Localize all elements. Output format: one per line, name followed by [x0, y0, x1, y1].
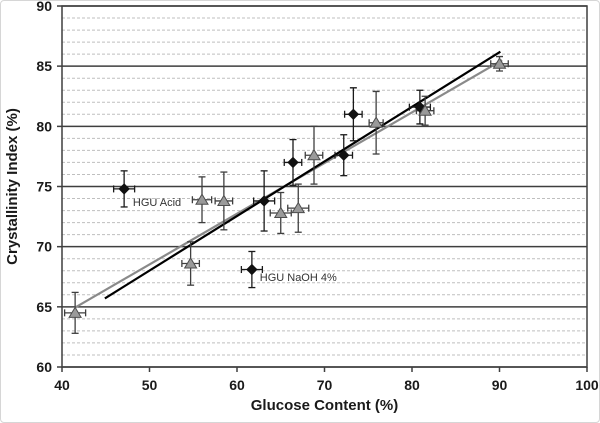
black-trend-line [104, 50, 501, 300]
annotation-label: HGU Acid [133, 197, 181, 209]
x-tick-label: 50 [142, 377, 158, 393]
data-point-triangle [418, 104, 433, 116]
data-point-diamond [246, 263, 258, 276]
data-point-triangle [307, 148, 321, 161]
y-tick-label: 85 [36, 58, 52, 74]
data-point-triangle [183, 257, 198, 269]
x-tick-label: 70 [317, 377, 333, 393]
data-point-triangle [291, 201, 306, 214]
data-point-diamond [338, 149, 350, 161]
data-point-diamond [347, 108, 360, 121]
data-point-diamond [287, 156, 299, 169]
data-point-diamond [258, 195, 270, 207]
x-axis-title: Glucose Content (%) [251, 397, 399, 414]
data-point-triangle [216, 194, 231, 206]
annotation-label: HGU NaOH 4% [260, 272, 337, 284]
x-tick-label: 90 [492, 377, 508, 393]
data-point-triangle [273, 206, 288, 218]
y-axis-title: Crystallinity Index (%) [4, 108, 21, 265]
data-point-triangle [369, 116, 384, 128]
data-point-diamond [118, 183, 130, 195]
x-tick-label: 80 [404, 377, 420, 393]
data-point-triangle [492, 57, 507, 69]
x-tick-label: 40 [54, 377, 70, 393]
x-tick-label: 60 [229, 377, 245, 393]
y-tick-label: 65 [36, 299, 52, 315]
y-tick-label: 80 [36, 118, 52, 134]
y-tick-label: 60 [36, 359, 52, 375]
x-tick-label: 100 [575, 377, 599, 393]
y-tick-label: 70 [36, 239, 52, 255]
y-tick-label: 90 [36, 1, 52, 14]
y-tick-label: 75 [36, 179, 52, 195]
data-point-triangle [195, 193, 209, 205]
data-point-triangle [68, 306, 83, 318]
